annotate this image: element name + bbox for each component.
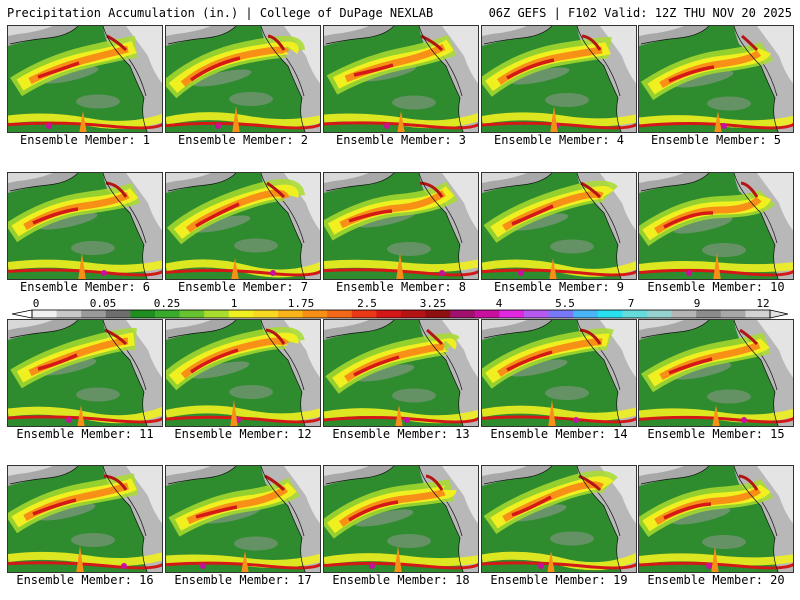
colorbar-tick-label: 1 <box>230 297 238 310</box>
colorbar-swatch <box>720 310 746 318</box>
ensemble-member-label: Ensemble Member: 4 <box>493 133 625 147</box>
colorbar-swatch <box>327 310 353 318</box>
colorbar-tick-label: 0 <box>32 297 40 310</box>
colorbar-tick-label: 5.5 <box>555 297 575 310</box>
colorbar-tick-label: 0.25 <box>153 297 181 310</box>
colorbar-swatch <box>376 310 402 318</box>
colorbar-swatch <box>524 310 550 318</box>
colorbar-left-arrow <box>11 309 33 319</box>
ensemble-member-label: Ensemble Member: 17 <box>174 573 312 587</box>
colorbar-swatch <box>204 310 230 318</box>
ensemble-map-panel <box>7 465 163 573</box>
colorbar-swatch <box>425 310 451 318</box>
ensemble-member-label: Ensemble Member: 8 <box>335 280 467 294</box>
ensemble-map-panel <box>481 319 637 427</box>
ensemble-map-panel <box>7 319 163 427</box>
colorbar-swatch <box>81 310 107 318</box>
ensemble-member-label: Ensemble Member: 9 <box>493 280 625 294</box>
colorbar-tick-label: 0.05 <box>89 297 117 310</box>
colorbar-swatch <box>647 310 673 318</box>
ensemble-member-label: Ensemble Member: 13 <box>332 427 470 441</box>
ensemble-map-panel <box>638 25 794 133</box>
ensemble-map-panel <box>638 319 794 427</box>
ensemble-member-label: Ensemble Member: 10 <box>647 280 785 294</box>
ensemble-member-label: Ensemble Member: 20 <box>647 573 785 587</box>
colorbar-swatch <box>351 310 377 318</box>
colorbar-swatch <box>105 310 131 318</box>
ensemble-member-label: Ensemble Member: 5 <box>650 133 782 147</box>
colorbar-tick-label: 12 <box>756 297 770 310</box>
run-info: 06Z GEFS | F102 Valid: 12Z THU NOV 20 20… <box>488 6 792 20</box>
ensemble-member-label: Ensemble Member: 2 <box>177 133 309 147</box>
colorbar-tick-label: 7 <box>627 297 635 310</box>
ensemble-member-label: Ensemble Member: 1 <box>19 133 151 147</box>
colorbar-tick-label: 2.5 <box>357 297 377 310</box>
colorbar-swatch <box>228 310 254 318</box>
colorbar-swatch <box>278 310 304 318</box>
colorbar-swatch <box>573 310 599 318</box>
colorbar-right-arrow <box>769 309 789 319</box>
ensemble-member-label: Ensemble Member: 3 <box>335 133 467 147</box>
colorbar-swatch <box>450 310 476 318</box>
colorbar-swatch <box>474 310 500 318</box>
colorbar-swatch <box>499 310 525 318</box>
colorbar-swatch <box>622 310 648 318</box>
ensemble-map-panel <box>323 319 479 427</box>
ensemble-member-label: Ensemble Member: 15 <box>647 427 785 441</box>
colorbar-tick-label: 1.75 <box>287 297 315 310</box>
colorbar-swatch <box>745 310 771 318</box>
ensemble-map-panel <box>165 25 321 133</box>
colorbar-outline <box>31 309 771 319</box>
precip-colorbar <box>11 309 789 319</box>
colorbar-tick-label: 3.25 <box>419 297 447 310</box>
colorbar-swatch <box>401 310 427 318</box>
page-title: Precipitation Accumulation (in.) | Colle… <box>7 6 434 20</box>
ensemble-map-panel <box>7 25 163 133</box>
ensemble-map-panel <box>481 172 637 280</box>
colorbar-swatch <box>130 310 156 318</box>
ensemble-map-panel <box>638 172 794 280</box>
colorbar-swatch <box>253 310 279 318</box>
ensemble-member-label: Ensemble Member: 19 <box>490 573 628 587</box>
ensemble-member-label: Ensemble Member: 11 <box>16 427 154 441</box>
ensemble-map-panel <box>323 465 479 573</box>
ensemble-map-panel <box>323 25 479 133</box>
colorbar-swatch <box>302 310 328 318</box>
colorbar-swatch <box>597 310 623 318</box>
colorbar-swatch <box>32 310 58 318</box>
ensemble-member-label: Ensemble Member: 6 <box>19 280 151 294</box>
ensemble-map-panel <box>7 172 163 280</box>
ensemble-map-panel <box>481 25 637 133</box>
ensemble-map-panel <box>323 172 479 280</box>
ensemble-member-label: Ensemble Member: 18 <box>332 573 470 587</box>
colorbar-tick-label: 4 <box>495 297 503 310</box>
ensemble-member-label: Ensemble Member: 12 <box>174 427 312 441</box>
ensemble-map-panel <box>165 172 321 280</box>
colorbar-swatch <box>548 310 574 318</box>
ensemble-map-panel <box>638 465 794 573</box>
ensemble-map-panel <box>481 465 637 573</box>
colorbar-swatch <box>56 310 82 318</box>
ensemble-map-panel <box>165 465 321 573</box>
ensemble-member-label: Ensemble Member: 16 <box>16 573 154 587</box>
ensemble-member-label: Ensemble Member: 14 <box>490 427 628 441</box>
colorbar-swatch <box>696 310 722 318</box>
colorbar-tick-label: 9 <box>693 297 701 310</box>
colorbar-swatch <box>179 310 205 318</box>
colorbar-swatch <box>671 310 697 318</box>
colorbar-swatch <box>155 310 181 318</box>
ensemble-member-label: Ensemble Member: 7 <box>177 280 309 294</box>
ensemble-map-panel <box>165 319 321 427</box>
